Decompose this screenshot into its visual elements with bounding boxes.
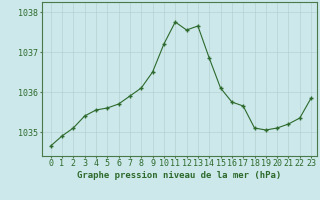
X-axis label: Graphe pression niveau de la mer (hPa): Graphe pression niveau de la mer (hPa): [77, 171, 281, 180]
